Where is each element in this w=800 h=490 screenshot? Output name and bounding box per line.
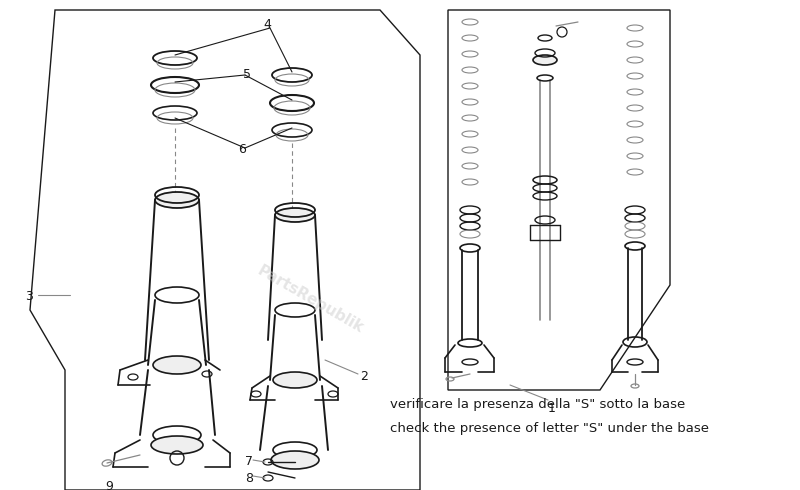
Text: 5: 5 [243,68,251,81]
Text: 4: 4 [263,18,271,31]
Text: check the presence of letter "S" under the base: check the presence of letter "S" under t… [390,422,709,435]
Ellipse shape [533,55,557,65]
Ellipse shape [153,356,201,374]
Text: PartsRepublik: PartsRepublik [254,264,366,337]
Text: 8: 8 [245,472,253,485]
Ellipse shape [275,208,315,222]
Ellipse shape [151,436,203,454]
Text: 3: 3 [25,290,33,303]
Ellipse shape [155,192,199,208]
Ellipse shape [271,451,319,469]
Ellipse shape [273,372,317,388]
Text: 6: 6 [238,143,246,156]
Text: 1: 1 [548,402,556,415]
Text: 2: 2 [360,370,368,383]
Text: verificare la presenza della "S" sotto la base: verificare la presenza della "S" sotto l… [390,398,686,411]
Text: 9: 9 [105,480,113,490]
Text: 7: 7 [245,455,253,468]
